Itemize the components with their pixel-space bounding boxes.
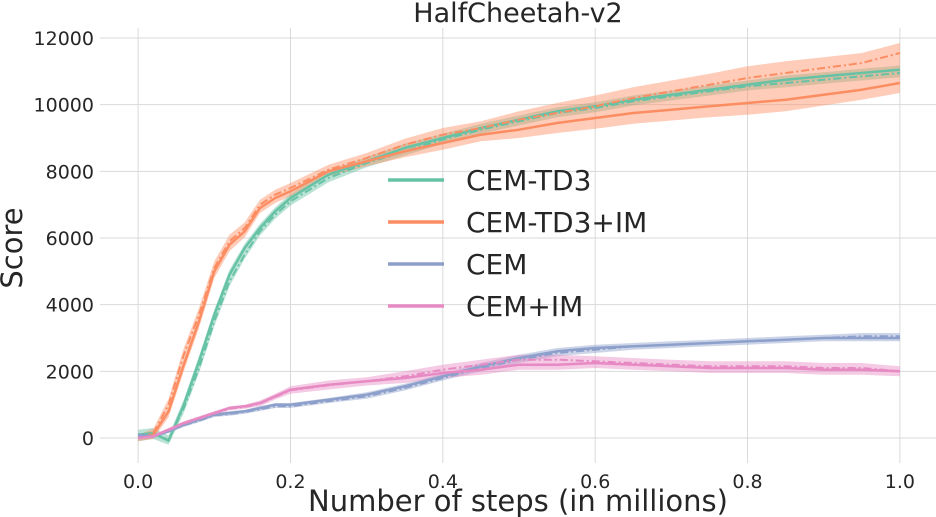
x-tick-label: 0.8 — [732, 471, 762, 493]
x-tick-label: 0.2 — [275, 471, 305, 493]
y-tick-label: 6000 — [46, 228, 94, 250]
legend-label-cem-plus-im: CEM+IM — [466, 290, 583, 323]
grid-lines — [100, 28, 936, 463]
series-lines — [137, 52, 901, 442]
x-tick-labels: 0.0 0.2 0.4 0.6 0.8 1.0 — [123, 471, 915, 493]
line-alt-cem-td3-plus-im — [137, 52, 901, 439]
x-tick-label: 1.0 — [885, 471, 915, 493]
line-cem-td3-plus-im — [137, 81, 901, 440]
line-alt-cem-plus-im — [137, 358, 900, 439]
y-tick-label: 0 — [82, 428, 94, 450]
y-axis-label: Score — [0, 207, 29, 288]
y-tick-label: 8000 — [46, 161, 94, 183]
x-tick-label: 0.0 — [123, 471, 153, 493]
x-axis-label: Number of steps (in millions) — [308, 484, 728, 517]
y-tick-label: 2000 — [46, 361, 94, 383]
y-tick-label: 4000 — [46, 295, 94, 317]
y-tick-label: 12000 — [34, 28, 94, 50]
band-cem-plus-im — [138, 354, 900, 440]
legend-label-cem: CEM — [466, 248, 527, 281]
x-tick-label: 0.4 — [428, 471, 458, 493]
band-cem-td3-plus-im — [138, 43, 900, 442]
legend-label-cem-td3-plus-im: CEM-TD3+IM — [466, 206, 647, 239]
y-tick-label: 10000 — [34, 95, 94, 117]
y-tick-labels: 0 2000 4000 6000 8000 10000 12000 — [34, 28, 94, 450]
legend: CEM-TD3 CEM-TD3+IM CEM CEM+IM — [388, 164, 647, 323]
line-cem-td3 — [137, 68, 901, 442]
x-tick-label: 0.6 — [580, 471, 610, 493]
legend-label-cem-td3: CEM-TD3 — [466, 164, 591, 197]
confidence-bands — [138, 43, 900, 445]
chart-title: HalfCheetah-v2 — [413, 0, 622, 29]
plot-area — [100, 28, 936, 463]
line-alt-cem — [138, 335, 900, 438]
